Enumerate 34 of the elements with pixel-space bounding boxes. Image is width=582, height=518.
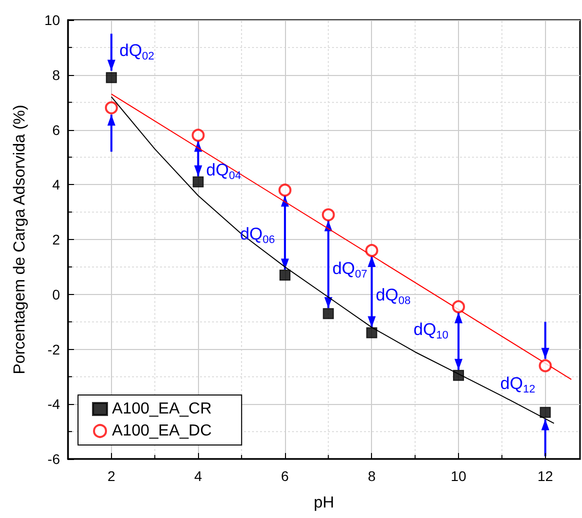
legend-label: A100_EA_DC [112, 422, 212, 440]
point [279, 270, 290, 281]
y-tick-label: 2 [52, 232, 60, 248]
x-tick-label: 10 [450, 468, 467, 484]
point [538, 359, 552, 372]
point [278, 184, 292, 197]
x-axis-title: pH [314, 494, 334, 512]
point [452, 300, 466, 314]
x-tick-label: 12 [538, 468, 554, 484]
point [322, 208, 335, 222]
legend-label: A100_EA_CR [112, 400, 212, 418]
y-tick-label: 6 [52, 122, 60, 138]
point [104, 101, 118, 114]
point [366, 327, 378, 338]
point [540, 406, 551, 418]
x-tick-label: 4 [194, 468, 202, 484]
y-tick-label: -2 [48, 341, 60, 358]
point [322, 308, 334, 320]
y-tick-label: 0 [52, 286, 60, 302]
y-axis-title: Porcentagem de Carga Adsorvida (%) [12, 104, 28, 374]
point [453, 370, 464, 381]
line-series [110, 96, 554, 424]
y-tick-label: 10 [44, 12, 60, 28]
point [192, 128, 205, 142]
point [365, 244, 378, 257]
y-tick-label: -4 [48, 396, 60, 412]
y-tick-label: 8 [52, 66, 60, 83]
y-tick-label: 4 [52, 176, 60, 193]
point [192, 176, 204, 188]
point [106, 72, 117, 84]
x-tick-label: 8 [368, 468, 376, 484]
x-tick-label: 6 [281, 468, 290, 484]
y-tick-label: -6 [48, 451, 60, 467]
x-tick-label: 2 [107, 468, 116, 484]
